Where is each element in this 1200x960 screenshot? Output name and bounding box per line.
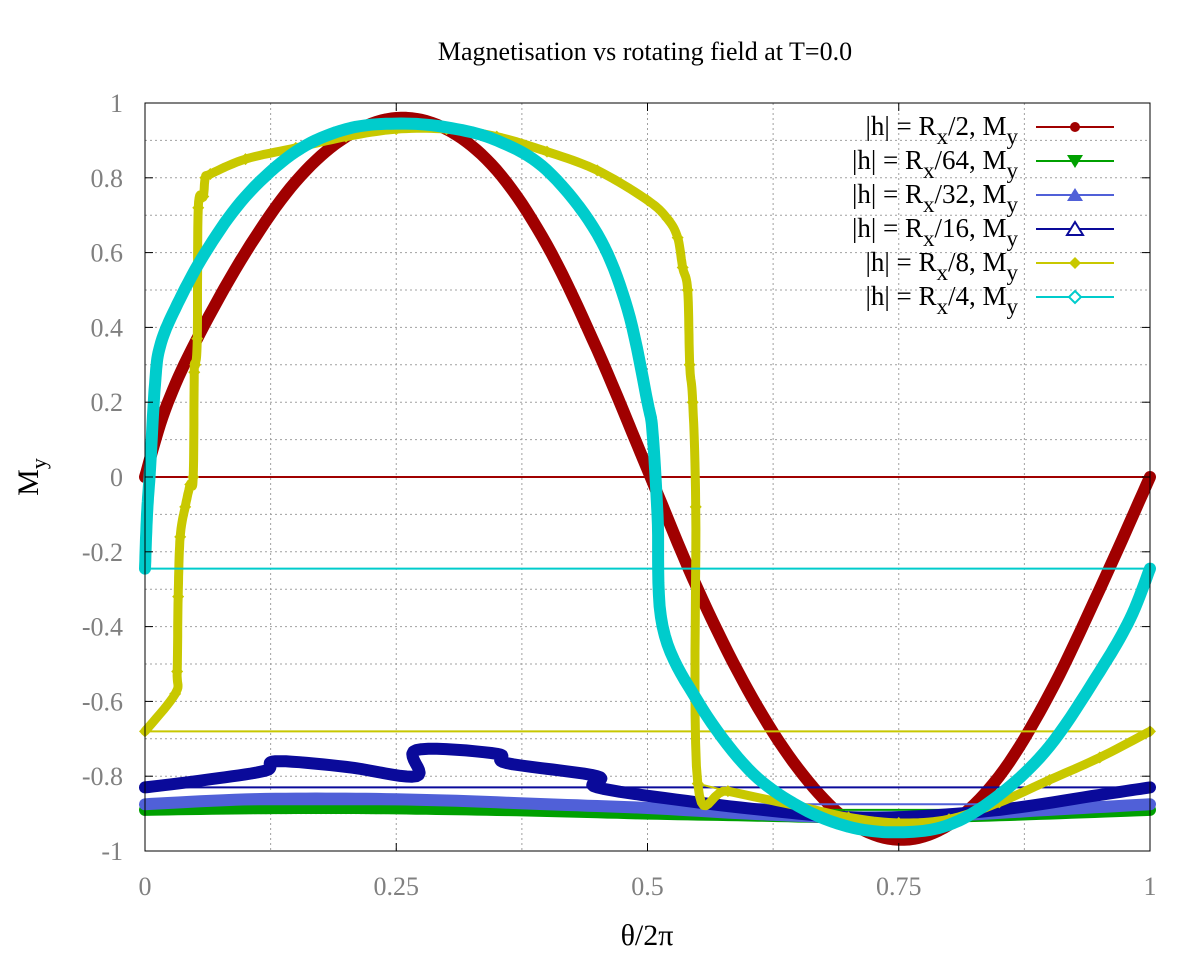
series-point: [689, 500, 702, 513]
series-point: [197, 190, 210, 203]
series-point: [191, 332, 204, 345]
legend-label: |h| = Rx/64, My: [852, 145, 1019, 183]
series-point: [1093, 751, 1106, 764]
legend-item: |h| = Rx/4, My: [865, 281, 1114, 319]
y-axis-title: My: [12, 458, 51, 496]
series-point: [204, 168, 217, 181]
series-point: [174, 530, 187, 543]
legend-label-part: |h| = R: [865, 247, 936, 277]
legend-marker: [1065, 220, 1085, 236]
legend-marker: [1070, 122, 1080, 132]
series-point: [676, 261, 689, 274]
series-band: [139, 117, 1156, 839]
legend-label-subscript: x: [936, 260, 948, 285]
series-point: [1043, 773, 1056, 786]
legend-item: |h| = Rx/8, My: [865, 247, 1114, 285]
series-point: [892, 816, 905, 829]
legend-label-part: /8, M: [948, 247, 1007, 277]
legend-label-subscript: x: [936, 124, 948, 149]
legend-item: |h| = Rx/64, My: [852, 145, 1114, 183]
series-point: [189, 358, 202, 371]
legend-label-subscript: x: [936, 294, 948, 319]
series-point: [686, 396, 699, 409]
series-point: [187, 471, 200, 483]
legend-label-subscript: x: [923, 158, 935, 183]
series-point: [661, 212, 674, 225]
series-point: [681, 284, 694, 296]
chart-title: Magnetisation vs rotating field at T=0.0: [438, 37, 852, 66]
legend-label: |h| = Rx/16, My: [852, 213, 1019, 251]
legend-label-part: |h| = R: [865, 281, 936, 311]
series-6: [139, 117, 1156, 839]
legend-label: |h| = Rx/4, My: [865, 281, 1018, 319]
y-tick-label: 0.6: [91, 239, 124, 268]
legend-label-part: /4, M: [948, 281, 1007, 311]
series-point: [172, 590, 185, 603]
axis-ticks: 1 0.8 0.6 0.4 0.2 0 -0.2 -0.4 -0.6 -0.8 -1 0 0.25 0.5…: [82, 89, 1157, 901]
y-tick-label: -1: [101, 837, 123, 866]
series-point: [641, 194, 654, 207]
legend-label: |h| = Rx/8, My: [865, 247, 1018, 285]
y-tick-label: -0.8: [82, 762, 123, 791]
series-point: [671, 231, 684, 244]
series-layer: [139, 111, 1156, 846]
legend-label-subscript: y: [1007, 158, 1019, 183]
series-point: [691, 777, 704, 790]
series-4: [139, 742, 1156, 825]
x-tick-label: 0.25: [374, 872, 420, 901]
legend-item: |h| = Rx/16, My: [852, 213, 1114, 251]
y-tick-label: 0: [110, 463, 123, 492]
series-point: [683, 358, 696, 371]
legend-label-part: |h| = R: [865, 111, 936, 141]
legend-label-part: |h| = R: [852, 213, 923, 243]
legend-marker: [1067, 188, 1083, 201]
series-point: [541, 145, 553, 158]
legend-label-part: /2, M: [948, 111, 1007, 141]
series-band: [139, 742, 1156, 825]
y-axis-title-base: M: [12, 469, 45, 496]
legend-label-subscript: y: [1007, 294, 1019, 319]
legend-label-part: /64, M: [934, 145, 1006, 175]
x-tick-label: 0: [139, 872, 152, 901]
series-point: [169, 687, 182, 700]
legend-label: |h| = Rx/32, My: [852, 179, 1019, 217]
legend-label-part: /32, M: [934, 179, 1006, 209]
legend-marker: [1067, 155, 1083, 168]
legend-label-subscript: x: [923, 226, 935, 251]
legend-label-subscript: y: [1007, 260, 1019, 285]
legend-label-subscript: y: [1007, 192, 1019, 217]
series-point: [179, 500, 192, 513]
x-axis-title: θ/2π: [621, 919, 674, 952]
series-point: [591, 164, 604, 177]
y-tick-label: -0.4: [82, 613, 123, 642]
legend-label-subscript: y: [1007, 124, 1019, 149]
x-tick-label: 0.75: [876, 872, 922, 901]
x-tick-label: 1: [1144, 872, 1157, 901]
legend-label: |h| = Rx/2, My: [865, 111, 1018, 149]
series-point: [239, 153, 252, 166]
legend-label-part: |h| = R: [852, 179, 923, 209]
y-tick-label: -0.6: [82, 687, 123, 716]
legend-label-part: |h| = R: [852, 145, 923, 175]
legend-label-part: /16, M: [934, 213, 1006, 243]
legend-marker: [1067, 289, 1083, 305]
y-axis-title-subscript: y: [26, 458, 51, 469]
y-tick-label: 0.2: [91, 388, 124, 417]
legend: |h| = Rx/2, My|h| = Rx/64, My|h| = Rx/32…: [852, 111, 1114, 319]
series-point: [188, 366, 201, 379]
y-tick-label: 0.8: [91, 164, 124, 193]
legend-item: |h| = Rx/2, My: [865, 111, 1114, 149]
y-tick-label: 0.4: [91, 313, 124, 342]
series-point: [171, 665, 184, 678]
y-tick-label: 1: [110, 89, 123, 118]
series-point: [721, 785, 734, 798]
series-point: [192, 201, 205, 214]
legend-label-subscript: y: [1007, 226, 1019, 251]
legend-marker: [1069, 257, 1081, 269]
legend-item: |h| = Rx/32, My: [852, 179, 1114, 217]
y-tick-label: -0.2: [82, 538, 123, 567]
legend-label-subscript: x: [923, 192, 935, 217]
x-tick-label: 0.5: [631, 872, 664, 901]
